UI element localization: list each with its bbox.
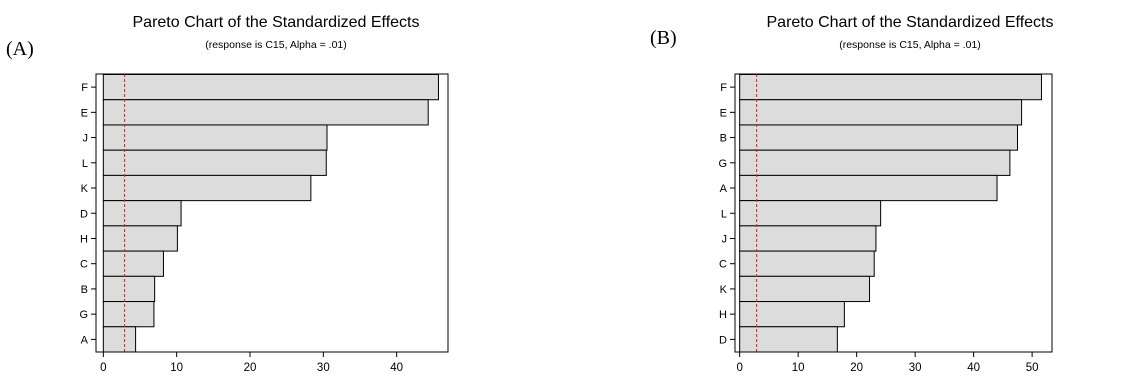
x-tick-label: 20 xyxy=(850,362,863,374)
panel-b-label: (B) xyxy=(650,27,677,49)
category-label: A xyxy=(720,183,728,195)
bar xyxy=(102,149,327,176)
x-tick-label: 0 xyxy=(100,362,106,374)
x-tick-label: 40 xyxy=(967,362,980,374)
x-tick-label: 30 xyxy=(909,362,922,374)
bar xyxy=(102,99,429,126)
category-label: K xyxy=(81,183,89,195)
bar xyxy=(739,174,998,202)
bar xyxy=(102,200,182,227)
category-label: B xyxy=(720,133,727,145)
x-tick-label: 10 xyxy=(792,362,805,374)
bar xyxy=(739,74,1042,101)
panel-a-label: (A) xyxy=(6,38,34,60)
bar xyxy=(739,326,838,353)
bar xyxy=(739,149,1011,176)
bar xyxy=(102,301,155,328)
x-tick-label: 10 xyxy=(170,362,183,374)
category-label: H xyxy=(80,233,88,245)
bar xyxy=(739,250,875,277)
x-tick-label: 30 xyxy=(317,362,330,374)
category-label: G xyxy=(79,309,88,321)
category-label: D xyxy=(719,334,727,346)
category-label: J xyxy=(722,233,728,245)
category-label: H xyxy=(719,309,727,321)
chart-title: Pareto Chart of the Standardized Effects xyxy=(767,14,1054,31)
category-label: C xyxy=(80,259,88,271)
category-label: A xyxy=(81,334,89,346)
bar xyxy=(739,225,877,252)
x-tick-label: 50 xyxy=(1026,362,1039,374)
bar xyxy=(102,250,164,277)
category-label: L xyxy=(82,158,88,170)
bar xyxy=(102,124,328,151)
bar xyxy=(739,99,1023,126)
x-tick-label: 20 xyxy=(244,362,257,374)
category-label: D xyxy=(80,208,88,220)
x-tick-label: 40 xyxy=(390,362,403,374)
category-label: J xyxy=(83,133,89,145)
bar xyxy=(102,174,312,202)
category-label: E xyxy=(81,107,88,119)
bar xyxy=(739,275,871,303)
bar xyxy=(102,74,439,101)
category-label: F xyxy=(720,82,727,94)
category-label: C xyxy=(719,259,727,271)
bar xyxy=(739,301,845,328)
category-label: K xyxy=(720,284,728,296)
category-label: L xyxy=(721,208,727,220)
category-label: B xyxy=(81,284,88,296)
category-label: F xyxy=(81,82,88,94)
bar xyxy=(739,124,1018,151)
bar xyxy=(102,326,137,353)
bar xyxy=(739,200,882,227)
plot-frame xyxy=(95,73,449,353)
chart-title: Pareto Chart of the Standardized Effects xyxy=(133,14,420,31)
x-tick-label: 0 xyxy=(736,362,742,374)
category-label: E xyxy=(720,107,727,119)
category-label: G xyxy=(718,158,727,170)
chart-subtitle: (response is C15, Alpha = .01) xyxy=(205,39,347,51)
bar xyxy=(102,275,156,303)
plot-frame xyxy=(734,73,1053,353)
chart-subtitle: (response is C15, Alpha = .01) xyxy=(839,39,981,51)
bar xyxy=(102,225,178,252)
